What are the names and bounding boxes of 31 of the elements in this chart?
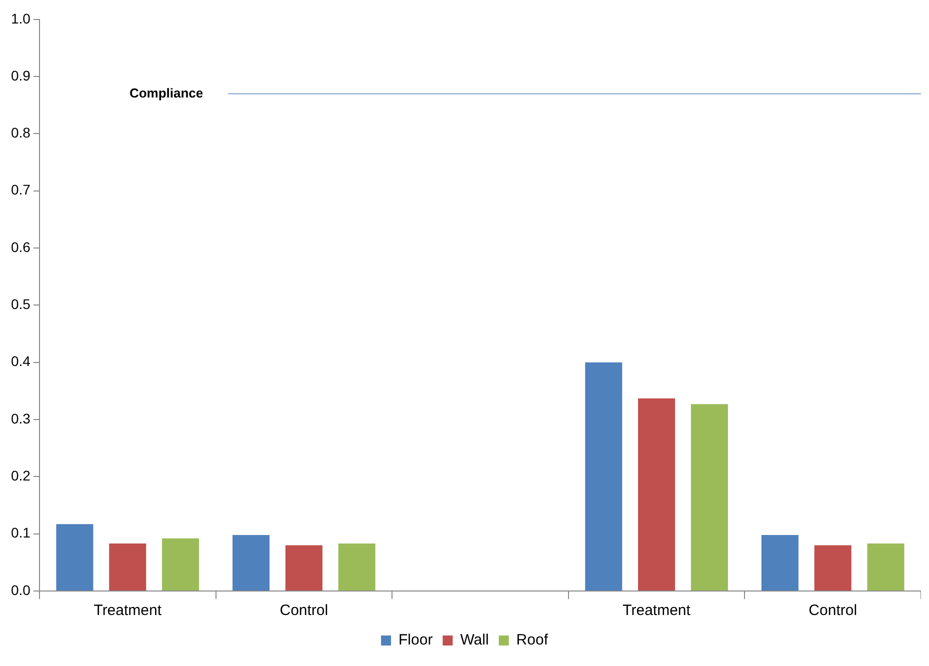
y-tick-label: 0.1 — [10, 524, 31, 541]
y-tick-label: 1.0 — [10, 10, 31, 26]
y-tick-label: 0.6 — [10, 238, 31, 255]
bar — [232, 534, 270, 590]
bar — [162, 538, 200, 590]
x-tick-label: Treatment — [94, 602, 162, 620]
y-tick-label: 0.8 — [10, 124, 31, 141]
y-tick-label: 0.0 — [10, 582, 31, 598]
bar — [109, 544, 146, 590]
y-tick-label: 0.9 — [10, 67, 31, 84]
x-tick-label: Control — [808, 602, 858, 620]
y-tick-label: 0.4 — [10, 353, 31, 370]
legend-label: Wall — [460, 632, 489, 649]
bar — [867, 544, 904, 590]
y-tick-label: 0.3 — [10, 410, 31, 426]
bar — [638, 398, 676, 590]
y-tick-label: 0.5 — [10, 296, 31, 312]
bar — [814, 545, 852, 590]
x-tick-label: Control — [280, 602, 328, 620]
bar — [56, 524, 94, 590]
bar — [285, 545, 322, 590]
bar — [690, 404, 728, 590]
bar — [585, 362, 622, 590]
y-tick-label: 0.7 — [10, 182, 31, 198]
legend-label: Roof — [516, 632, 549, 649]
bar — [761, 534, 798, 590]
ref-line-label: Compliance — [129, 85, 204, 100]
x-tick-label: Treatment — [622, 602, 692, 620]
legend-label: Floor — [398, 632, 433, 649]
y-tick-label: 0.2 — [10, 468, 31, 484]
bar — [338, 544, 376, 590]
